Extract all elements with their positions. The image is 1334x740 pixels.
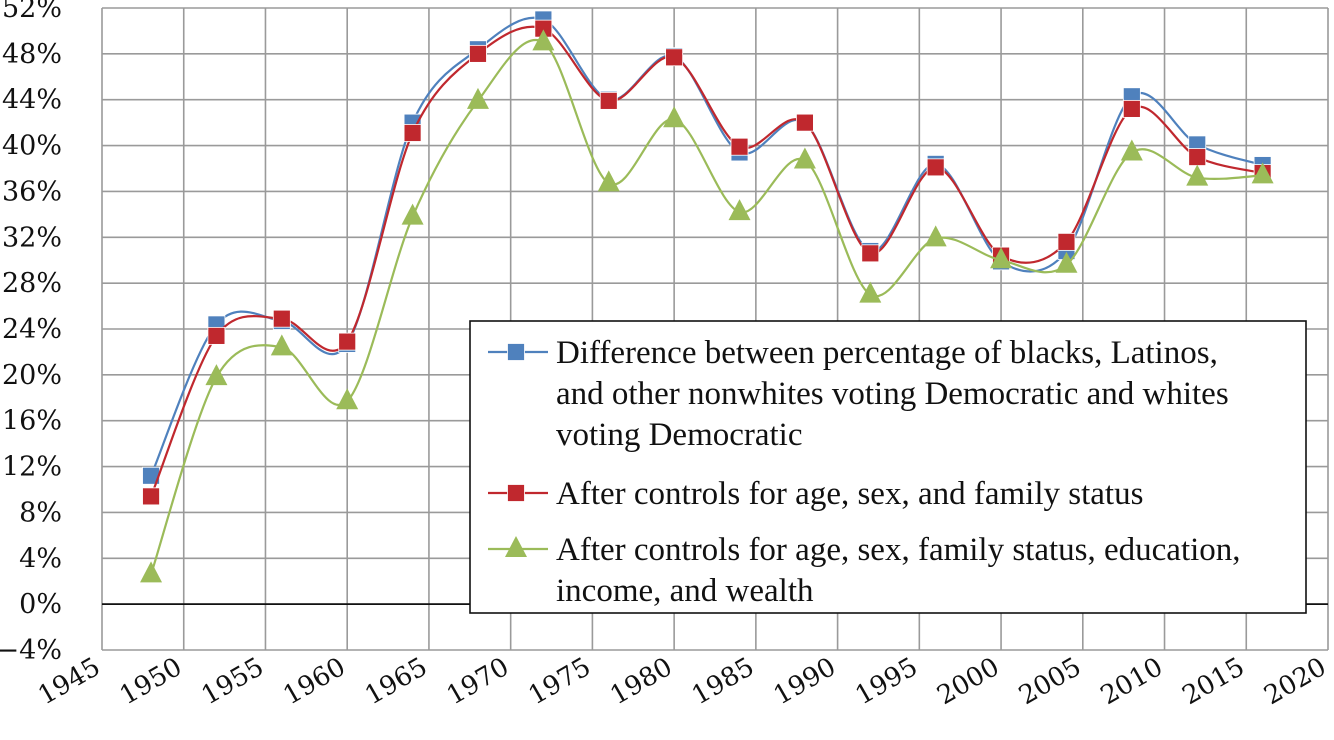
legend: Difference between percentage of blacks,…	[470, 321, 1306, 613]
data-point	[402, 204, 424, 225]
x-tick-label: 1950	[115, 652, 187, 711]
y-tick-label: 40%	[2, 131, 62, 162]
y-tick-label: 44%	[2, 85, 62, 116]
data-point	[143, 488, 160, 505]
data-point	[663, 106, 685, 127]
y-tick-label: 4%	[19, 543, 62, 574]
x-tick-label: 2015	[1177, 652, 1249, 711]
x-tick-label: 1980	[605, 652, 677, 711]
data-point	[273, 310, 290, 327]
y-tick-label: 8%	[19, 497, 62, 528]
y-tick-label: 24%	[2, 314, 62, 345]
data-point	[1058, 233, 1075, 250]
legend-label-line: voting Democratic	[556, 417, 803, 453]
x-tick-label: 2010	[1096, 652, 1168, 711]
data-point	[339, 333, 356, 350]
y-tick-label: 36%	[2, 176, 62, 207]
y-tick-label: 52%	[2, 0, 62, 24]
data-point	[731, 138, 748, 155]
x-tick-label: 1970	[442, 652, 514, 711]
data-point	[862, 245, 879, 262]
y-tick-label: −4%	[0, 635, 62, 666]
x-tick-label: 1955	[197, 652, 269, 711]
y-tick-label: 12%	[2, 452, 62, 483]
data-point	[729, 199, 751, 220]
data-point	[140, 561, 162, 582]
y-tick-label: 0%	[19, 589, 62, 620]
x-tick-label: 1965	[360, 652, 432, 711]
x-tick-label: 1960	[278, 652, 350, 711]
legend-label-line: income, and wealth	[556, 573, 814, 609]
data-point	[1123, 100, 1140, 117]
x-tick-label: 1990	[769, 652, 841, 711]
y-tick-label: 32%	[2, 222, 62, 253]
x-tick-label: 1985	[687, 652, 759, 711]
y-tick-label: 16%	[2, 406, 62, 437]
data-point	[796, 114, 813, 131]
data-point	[794, 147, 816, 168]
y-tick-label: 20%	[2, 360, 62, 391]
x-tick-label: 2000	[932, 652, 1004, 711]
x-tick-label: 1995	[851, 652, 923, 711]
x-tick-label: 2005	[1014, 652, 1086, 711]
legend-swatch-marker	[508, 344, 525, 361]
data-point	[1189, 149, 1206, 166]
data-point	[469, 45, 486, 62]
legend-label-line: After controls for age, sex, and family …	[556, 476, 1143, 512]
legend-label-line: Difference between percentage of blacks,…	[556, 335, 1218, 371]
x-tick-label: 2020	[1259, 652, 1331, 711]
y-axis-ticks: −4% 0% 4% 8% 12% 16% 20% 24% 28% 32% 36% 40% 44% 48% 5…	[0, 0, 62, 666]
data-point	[208, 327, 225, 344]
y-tick-label: 28%	[2, 268, 62, 299]
data-point	[271, 334, 293, 355]
data-point	[404, 124, 421, 141]
legend-label-line: and other nonwhites voting Democratic an…	[556, 376, 1229, 412]
data-point	[925, 225, 947, 246]
x-axis-ticks: 1945 1950 1955 1960 1965 1970 1975 1980 1985 1990…	[33, 652, 1331, 711]
legend-label-line: After controls for age, sex, family stat…	[556, 532, 1241, 568]
x-tick-label: 1975	[524, 652, 596, 711]
legend-label: After controls for age, sex, and family …	[556, 476, 1143, 512]
data-point	[666, 49, 683, 66]
data-point	[600, 92, 617, 109]
legend-swatch-marker	[508, 485, 525, 502]
y-tick-label: 48%	[2, 39, 62, 70]
data-point	[927, 159, 944, 176]
